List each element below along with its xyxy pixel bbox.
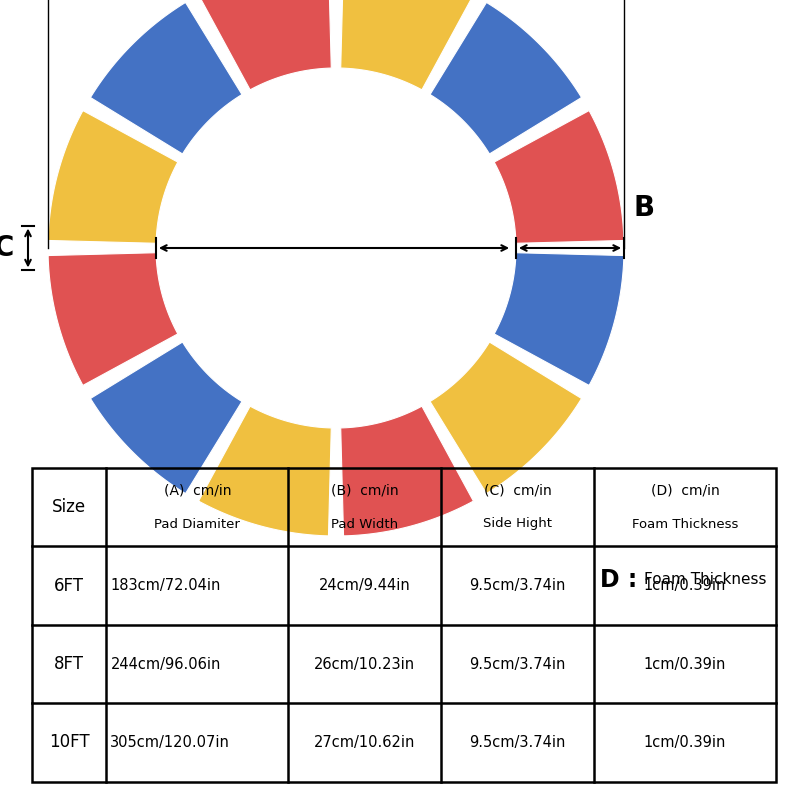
Polygon shape — [494, 110, 624, 243]
Polygon shape — [430, 2, 582, 154]
Text: (B)  cm/in: (B) cm/in — [331, 483, 398, 498]
Text: Foam Thickness: Foam Thickness — [644, 573, 766, 587]
Text: 26cm/10.23in: 26cm/10.23in — [314, 657, 415, 671]
Text: 10FT: 10FT — [49, 734, 90, 751]
Polygon shape — [430, 342, 582, 494]
Polygon shape — [198, 406, 331, 536]
Text: 244cm/96.06in: 244cm/96.06in — [110, 657, 221, 671]
Text: 27cm/10.62in: 27cm/10.62in — [314, 735, 415, 750]
Text: 9.5cm/3.74in: 9.5cm/3.74in — [470, 735, 566, 750]
Text: Pad Width: Pad Width — [331, 518, 398, 530]
Text: 8FT: 8FT — [54, 655, 84, 673]
Text: (D)  cm/in: (D) cm/in — [650, 483, 719, 498]
Text: 1cm/0.39in: 1cm/0.39in — [644, 657, 726, 671]
Text: Size: Size — [52, 498, 86, 516]
Text: 24cm/9.44in: 24cm/9.44in — [319, 578, 410, 593]
Text: C: C — [0, 234, 14, 262]
Polygon shape — [90, 342, 242, 494]
Text: 305cm/120.07in: 305cm/120.07in — [110, 735, 230, 750]
Text: Foam Thickness: Foam Thickness — [632, 518, 738, 530]
Polygon shape — [48, 110, 178, 243]
Polygon shape — [198, 0, 331, 90]
Text: Pad Diamiter: Pad Diamiter — [154, 518, 240, 530]
Text: D :: D : — [600, 568, 638, 592]
Text: 9.5cm/3.74in: 9.5cm/3.74in — [470, 578, 566, 593]
Text: 1cm/0.39in: 1cm/0.39in — [644, 735, 726, 750]
Text: Side Hight: Side Hight — [483, 518, 552, 530]
Text: (C)  cm/in: (C) cm/in — [484, 483, 551, 498]
Text: (A)  cm/in: (A) cm/in — [163, 483, 231, 498]
Polygon shape — [90, 2, 242, 154]
Text: 1cm/0.39in: 1cm/0.39in — [644, 578, 726, 593]
Text: 9.5cm/3.74in: 9.5cm/3.74in — [470, 657, 566, 671]
Polygon shape — [341, 406, 474, 536]
Text: 6FT: 6FT — [54, 577, 84, 594]
Text: B: B — [634, 194, 654, 222]
Polygon shape — [341, 0, 474, 90]
Text: 183cm/72.04in: 183cm/72.04in — [110, 578, 221, 593]
Polygon shape — [48, 253, 178, 386]
Bar — [32, 468, 776, 782]
Polygon shape — [494, 253, 624, 386]
